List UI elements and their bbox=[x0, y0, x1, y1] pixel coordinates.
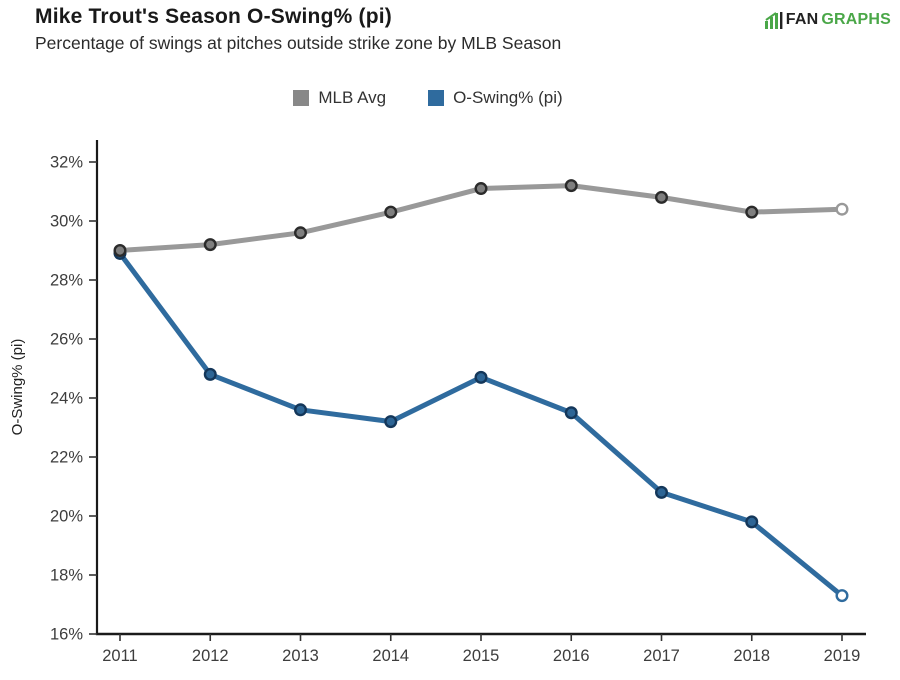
x-tick-label: 2011 bbox=[102, 647, 137, 665]
y-tick-label: 30% bbox=[50, 213, 83, 231]
legend-item-oswing: O-Swing% (pi) bbox=[428, 88, 563, 108]
legend-swatch-oswing bbox=[428, 90, 445, 106]
y-tick-label: 28% bbox=[50, 272, 83, 290]
x-tick-label: 2017 bbox=[643, 647, 680, 665]
y-tick-label: 18% bbox=[50, 567, 83, 585]
x-tick-label: 2012 bbox=[192, 647, 229, 665]
data-point-1-2018 bbox=[745, 515, 759, 529]
fangraphs-batter-icon bbox=[764, 11, 783, 29]
x-tick-label: 2014 bbox=[372, 647, 409, 665]
logo-text-graphs: GRAPHS bbox=[821, 11, 891, 28]
chart-legend: MLB Avg O-Swing% (pi) bbox=[0, 88, 878, 108]
x-tick-label: 2013 bbox=[282, 647, 319, 665]
data-point-0-2019 bbox=[835, 202, 849, 216]
x-tick-label: 2015 bbox=[463, 647, 500, 665]
series-line-0 bbox=[117, 183, 845, 253]
data-point-0-2012 bbox=[203, 238, 217, 252]
data-point-1-2014 bbox=[384, 415, 398, 429]
data-point-1-2013 bbox=[294, 403, 308, 417]
y-tick-label: 22% bbox=[50, 449, 83, 467]
data-point-1-2015 bbox=[474, 370, 488, 384]
data-point-0-2014 bbox=[384, 205, 398, 219]
y-tick-label: 24% bbox=[50, 390, 83, 408]
y-axis-title: O-Swing% (pi) bbox=[9, 339, 26, 436]
data-point-0-2018 bbox=[745, 205, 759, 219]
data-point-0-2016 bbox=[564, 179, 578, 193]
y-tick-label: 16% bbox=[50, 626, 83, 644]
x-tick-label: 2018 bbox=[733, 647, 770, 665]
data-point-0-2015 bbox=[474, 182, 488, 196]
series-line-1 bbox=[117, 250, 845, 599]
data-point-1-2012 bbox=[203, 367, 217, 381]
y-tick-label: 20% bbox=[50, 508, 83, 526]
x-tick-label: 2019 bbox=[824, 647, 861, 665]
data-point-1-2016 bbox=[564, 406, 578, 420]
data-point-0-2017 bbox=[655, 190, 669, 204]
legend-label-oswing: O-Swing% (pi) bbox=[453, 88, 563, 107]
data-point-0-2013 bbox=[294, 226, 308, 240]
fangraphs-logo[interactable]: FAN GRAPHS bbox=[764, 11, 891, 29]
data-point-1-2017 bbox=[655, 485, 669, 499]
y-tick-label: 26% bbox=[50, 331, 83, 349]
x-tick-label: 2016 bbox=[553, 647, 590, 665]
legend-item-mlb-avg: MLB Avg bbox=[293, 88, 386, 108]
page-title: Mike Trout's Season O-Swing% (pi) bbox=[35, 5, 392, 28]
data-point-1-2019 bbox=[835, 589, 849, 603]
legend-label-mlb-avg: MLB Avg bbox=[318, 88, 387, 107]
legend-swatch-mlb-avg bbox=[293, 90, 310, 106]
page-subtitle: Percentage of swings at pitches outside … bbox=[35, 33, 562, 53]
data-point-0-2011 bbox=[113, 243, 127, 257]
logo-text-fan: FAN bbox=[785, 11, 819, 28]
y-tick-label: 32% bbox=[50, 154, 83, 172]
